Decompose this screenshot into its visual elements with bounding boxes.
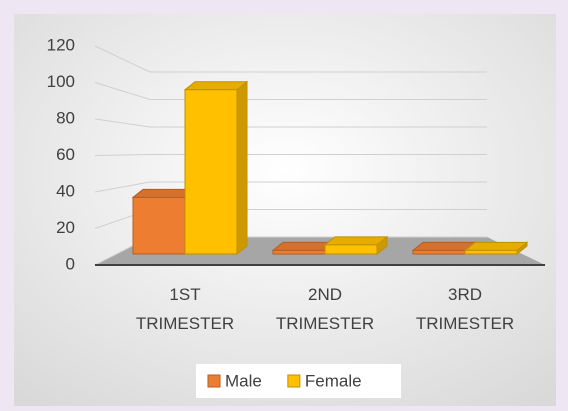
bar-face [323, 236, 389, 246]
grid-line [94, 154, 487, 156]
legend-label: Female [305, 371, 362, 390]
x-tick-label: 2ND TRIMESTER [276, 285, 374, 333]
bar-face [183, 81, 249, 91]
bar-face [464, 249, 518, 255]
bar-face [324, 244, 378, 255]
x-tick-label: 3RD TRIMESTER [416, 285, 514, 333]
bar-face [412, 249, 466, 255]
grid-line [94, 181, 487, 193]
y-tick-label: 100 [47, 72, 75, 91]
grid-line [94, 82, 487, 100]
y-tick-label: 60 [56, 145, 75, 164]
legend-swatch [207, 374, 221, 388]
y-tick-label: 40 [56, 181, 75, 200]
bar [463, 241, 529, 256]
bar-face [184, 89, 238, 255]
y-tick-label: 0 [66, 254, 75, 273]
bar-face [132, 196, 186, 255]
grid-line [94, 45, 487, 73]
bar-face [272, 249, 326, 255]
bar-face [463, 241, 529, 251]
y-tick-label: 80 [56, 108, 75, 127]
y-tick-label: 20 [56, 218, 75, 237]
x-tick-label: 1ST TRIMESTER [136, 285, 234, 333]
grid-line [94, 118, 487, 128]
y-tick-label: 120 [47, 35, 75, 54]
legend-label: Male [225, 371, 262, 390]
bar [323, 235, 389, 256]
bar-face [236, 80, 248, 256]
bar [183, 80, 249, 256]
legend-swatch [287, 374, 301, 388]
